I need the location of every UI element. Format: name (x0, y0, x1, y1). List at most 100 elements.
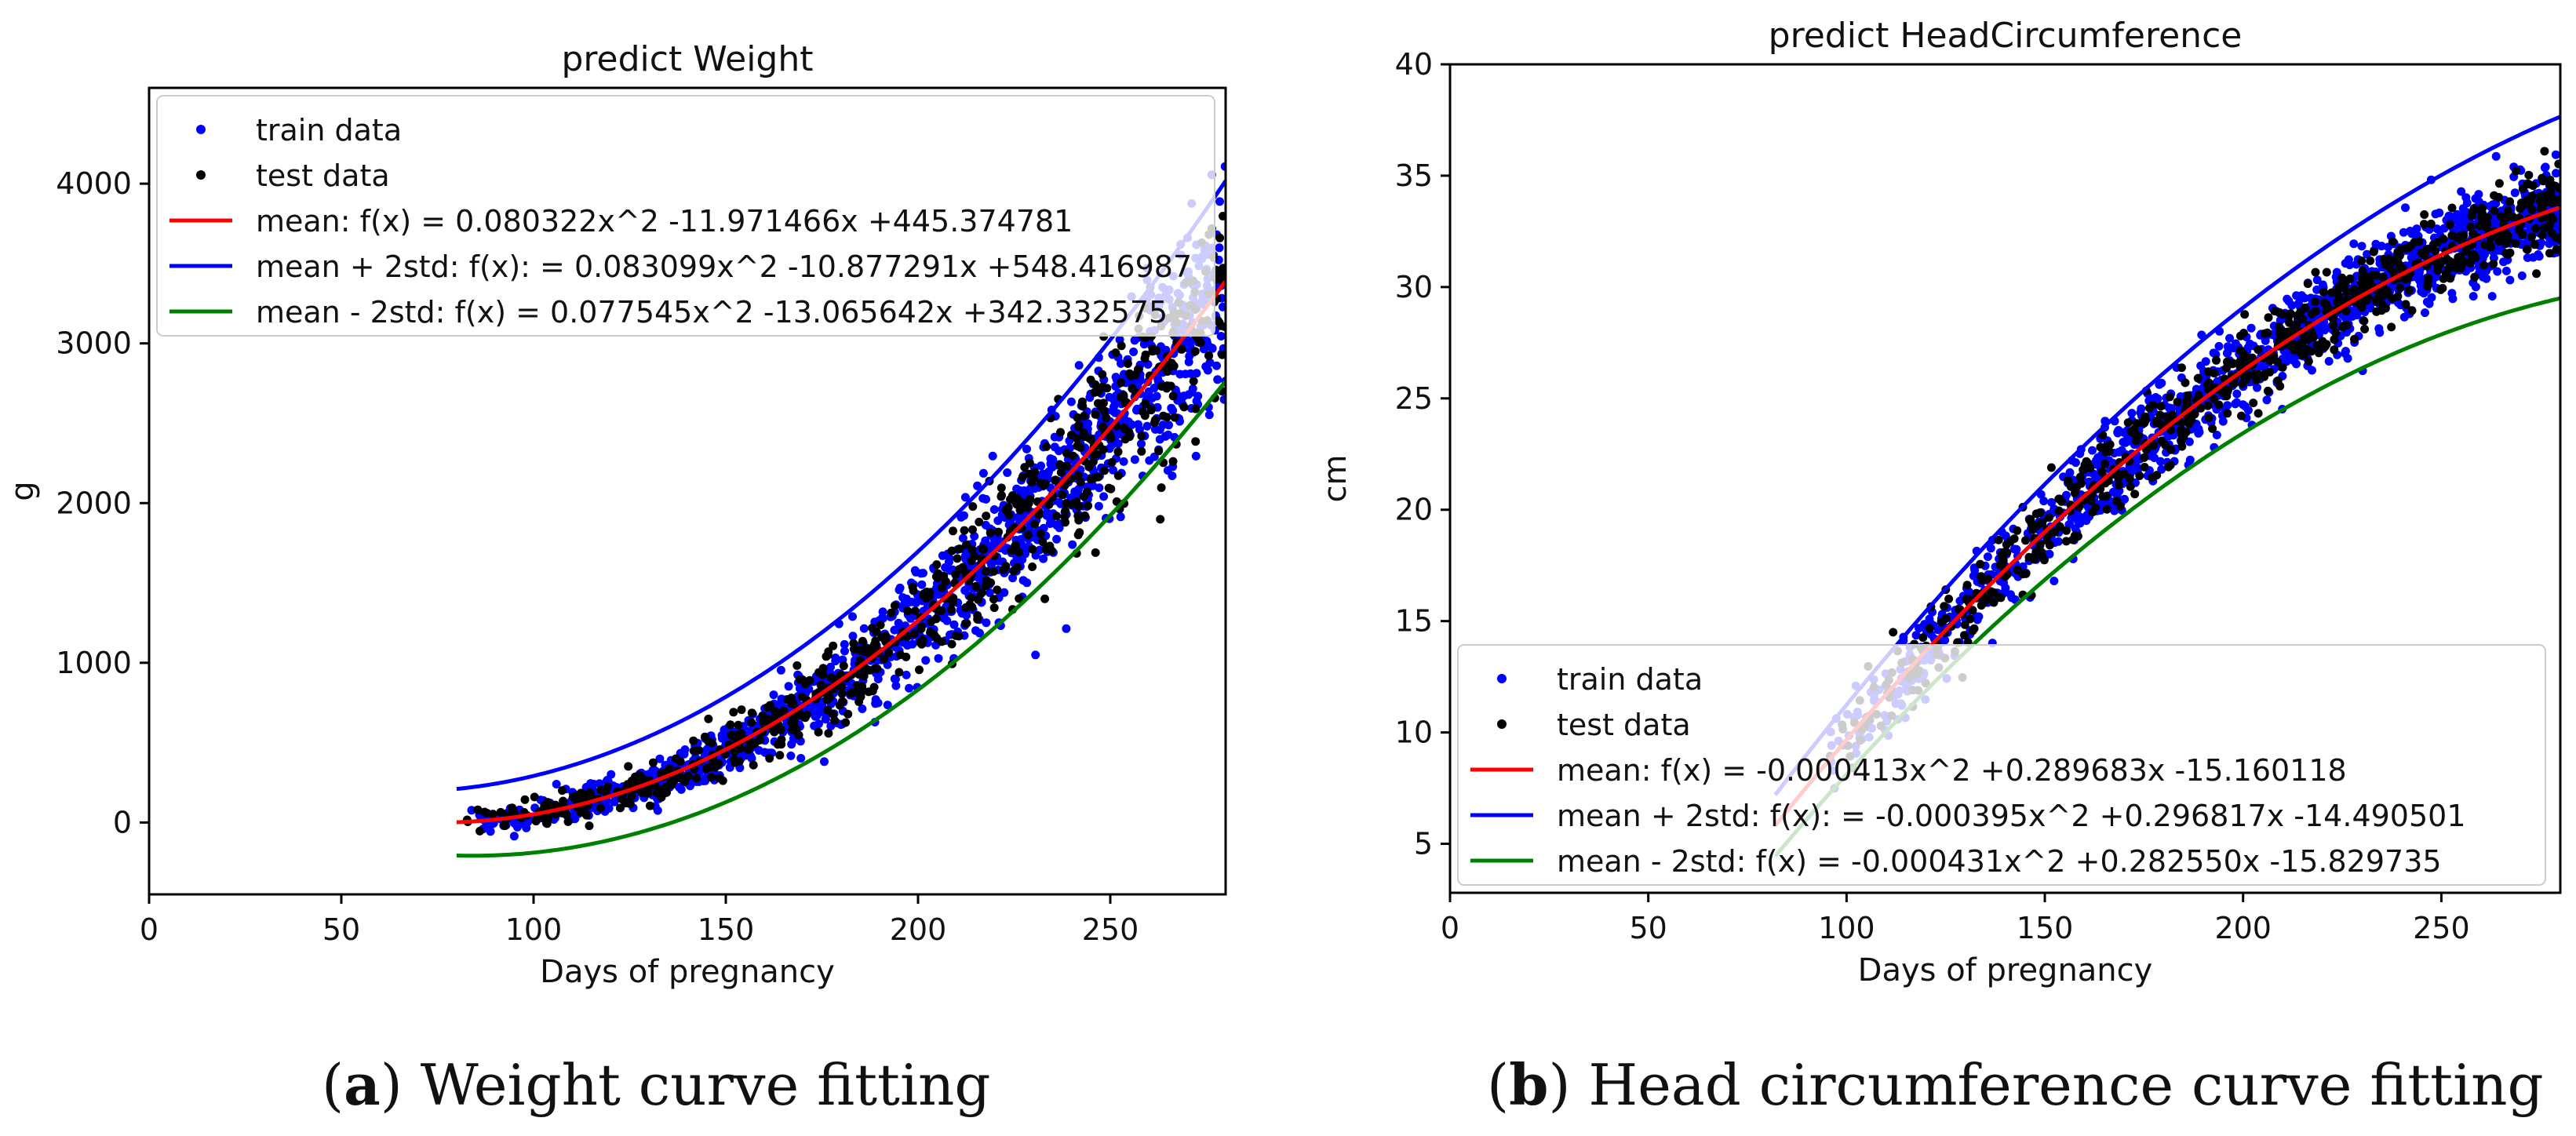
data-point (1168, 391, 1178, 401)
caption-a: (a) Weight curve fitting (322, 1051, 991, 1118)
data-point (2114, 426, 2123, 435)
data-point (1073, 422, 1083, 431)
data-point (2021, 569, 2031, 578)
data-point (1117, 341, 1126, 351)
chart-title: predict Weight (562, 39, 814, 79)
data-point (975, 628, 984, 638)
data-point (667, 781, 676, 790)
data-point (2399, 228, 2408, 237)
data-point (854, 686, 863, 695)
data-point (910, 606, 920, 616)
data-point (2254, 409, 2263, 418)
data-point (2155, 410, 2165, 420)
data-point (1129, 348, 1139, 356)
data-point (1137, 431, 1146, 441)
data-point (2538, 177, 2548, 186)
data-point (997, 490, 1006, 500)
data-point (2344, 255, 2353, 264)
data-point (1201, 362, 1211, 371)
caption-b: (b) Head circumference curve fitting (1487, 1051, 2544, 1118)
data-point (512, 822, 522, 832)
data-point (962, 619, 971, 628)
data-point (997, 483, 1006, 493)
data-point (1073, 434, 1082, 443)
data-point (2342, 321, 2352, 330)
data-point (2278, 362, 2287, 372)
data-point (1184, 357, 1193, 366)
data-point (2275, 381, 2285, 391)
data-point (482, 808, 491, 817)
data-point (1128, 420, 1137, 429)
legend-marker (196, 125, 206, 134)
data-point (558, 786, 567, 796)
data-point (2467, 211, 2476, 220)
data-point (1052, 512, 1062, 521)
x-tick-label: 0 (1441, 911, 1459, 945)
data-point (771, 710, 780, 719)
data-point (586, 779, 596, 788)
data-point (2342, 287, 2352, 297)
data-point (1052, 534, 1062, 544)
data-point (2154, 418, 2163, 428)
data-point (993, 585, 1002, 595)
data-point (2458, 204, 2468, 213)
data-point (824, 729, 833, 738)
data-point (932, 633, 942, 643)
data-point (748, 740, 757, 749)
data-point (2552, 169, 2560, 178)
data-point (985, 588, 994, 597)
data-point (2246, 323, 2256, 333)
data-point (2144, 403, 2154, 413)
data-point (2181, 378, 2190, 388)
data-point (884, 648, 894, 657)
data-point (1984, 593, 1993, 603)
data-point (1120, 435, 1130, 444)
x-tick-label: 250 (2413, 911, 2470, 945)
data-point (887, 608, 896, 617)
data-point (946, 605, 956, 614)
data-point (967, 593, 976, 603)
data-point (2501, 266, 2511, 275)
data-point (694, 745, 704, 755)
data-point (1212, 361, 1221, 370)
legend-label: test data (256, 158, 390, 193)
data-point (2231, 339, 2240, 348)
data-point (1119, 457, 1128, 466)
data-point (1137, 439, 1146, 449)
data-point (2378, 300, 2387, 309)
data-point (2528, 181, 2538, 191)
data-point (1105, 392, 1114, 402)
data-point (1095, 483, 1104, 493)
data-point (540, 814, 549, 823)
data-point (2420, 210, 2429, 219)
weight-chart: predict Weight 0 50 100 150 200 250 0 1000 2000 30… (5, 39, 1227, 990)
data-point (2021, 536, 2030, 545)
data-point (917, 580, 927, 589)
data-point (843, 709, 853, 719)
data-point (840, 646, 849, 656)
legend: train data test data mean: f(x) = -0.00041… (1457, 644, 2546, 886)
data-point (2478, 209, 2487, 218)
data-point (1077, 397, 1087, 406)
data-point (2387, 322, 2396, 332)
y-tick-label: 5 (1414, 827, 1433, 861)
data-point (2212, 431, 2221, 439)
data-point (676, 785, 686, 794)
axes-frame (148, 86, 1227, 896)
data-point (1130, 455, 1139, 464)
data-point (816, 680, 825, 690)
data-point (596, 803, 605, 813)
data-point (1113, 447, 1123, 457)
data-point (2046, 463, 2056, 472)
data-point (621, 797, 630, 806)
data-point (908, 582, 917, 592)
data-point (1145, 456, 1154, 465)
data-point (1073, 471, 1083, 480)
data-point (2289, 356, 2298, 366)
data-point (2120, 494, 2130, 504)
data-point (1188, 384, 1197, 393)
data-point (680, 749, 689, 759)
data-point (910, 566, 920, 575)
data-point (2474, 190, 2483, 199)
data-point (1117, 378, 1126, 388)
